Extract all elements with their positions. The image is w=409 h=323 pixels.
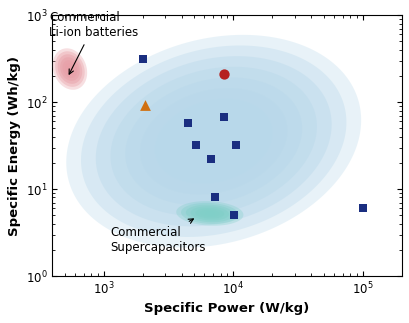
Point	[184, 120, 191, 125]
Polygon shape	[66, 35, 360, 248]
Point	[220, 71, 227, 77]
Point	[142, 103, 148, 108]
Polygon shape	[96, 56, 331, 226]
Polygon shape	[195, 208, 224, 219]
Y-axis label: Specific Energy (Wh/kg): Specific Energy (Wh/kg)	[8, 56, 21, 235]
Text: Commercial
Supercapacitors: Commercial Supercapacitors	[110, 219, 205, 254]
Polygon shape	[55, 51, 85, 87]
Polygon shape	[65, 63, 75, 75]
Polygon shape	[204, 212, 214, 215]
Point	[139, 57, 146, 62]
Polygon shape	[81, 46, 346, 237]
Polygon shape	[169, 109, 257, 173]
Polygon shape	[110, 67, 316, 216]
Polygon shape	[198, 130, 228, 152]
Point	[232, 142, 238, 148]
Polygon shape	[190, 206, 229, 220]
Point	[359, 206, 365, 211]
Polygon shape	[125, 78, 301, 205]
Polygon shape	[60, 57, 80, 81]
Point	[230, 213, 237, 218]
Point	[193, 142, 199, 148]
Polygon shape	[63, 60, 77, 78]
Polygon shape	[58, 54, 82, 84]
Point	[208, 157, 214, 162]
Polygon shape	[184, 120, 243, 162]
Polygon shape	[185, 205, 233, 222]
Polygon shape	[139, 88, 287, 194]
Polygon shape	[67, 66, 72, 72]
Polygon shape	[154, 99, 272, 184]
Point	[211, 195, 218, 200]
Polygon shape	[176, 201, 243, 226]
Text: Commercial
Li-ion batteries: Commercial Li-ion batteries	[49, 12, 138, 74]
X-axis label: Specific Power (W/kg): Specific Power (W/kg)	[144, 302, 309, 315]
Point	[220, 114, 227, 119]
Polygon shape	[53, 48, 87, 90]
Polygon shape	[181, 203, 238, 224]
Polygon shape	[200, 210, 219, 217]
